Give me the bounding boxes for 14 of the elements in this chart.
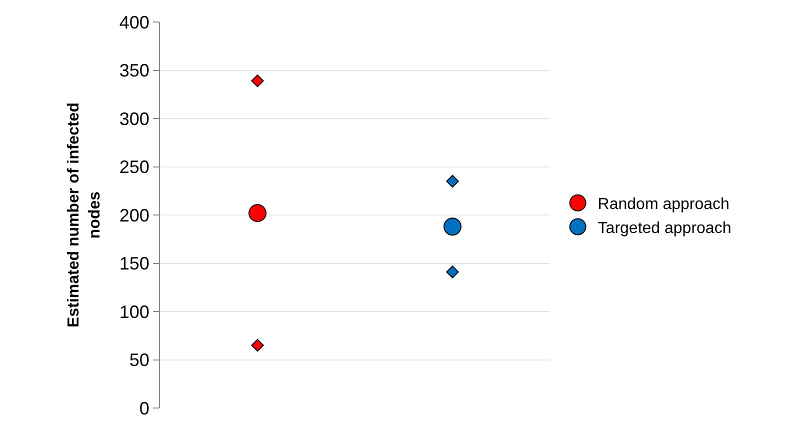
y-tick-label: 400 [119,12,150,32]
y-tick-label: 350 [119,60,150,81]
y-tick-label: 300 [119,108,150,129]
point [248,204,266,222]
y-tick-label: 50 [129,350,150,370]
y-tick-label: 150 [119,254,150,274]
y-tick-label: 100 [119,302,150,322]
legend-label: Targeted approach [598,220,732,237]
y-tick-label: 200 [119,205,150,226]
point [444,218,462,236]
y-axis-title: Estimated number of infected nodes [65,102,104,328]
y-tick-label: 250 [119,157,150,178]
legend-label: Random approach [598,196,730,214]
y-tick-label: 0 [139,398,150,418]
